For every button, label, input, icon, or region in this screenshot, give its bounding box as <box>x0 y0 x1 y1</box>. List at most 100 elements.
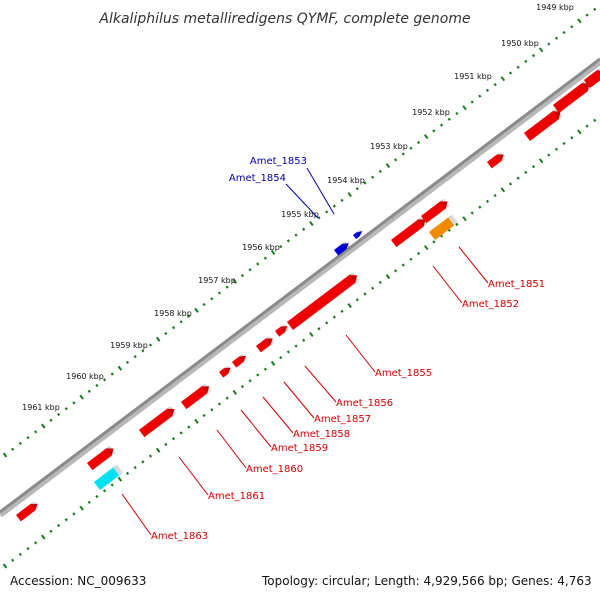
ruler-major-tick <box>385 274 391 280</box>
ruler-minor-tick <box>432 129 436 133</box>
ruler-minor-tick <box>524 59 528 64</box>
ruler-minor-tick <box>263 367 268 371</box>
ruler-major-tick <box>347 303 352 309</box>
gene-feature-Amet_1860 <box>181 383 212 410</box>
ruler-minor-tick <box>593 118 597 122</box>
ruler-minor-tick <box>294 344 298 348</box>
ruler-minor-tick <box>187 314 191 318</box>
ruler-minor-tick <box>49 529 53 533</box>
ruler-minor-tick <box>95 383 99 388</box>
ruler-minor-tick <box>562 30 566 35</box>
ruler-minor-tick <box>508 71 513 75</box>
map-title: Alkaliphilus metalliredigens QYMF, compl… <box>98 11 470 27</box>
kbp-label: 1958 kbp <box>154 309 192 318</box>
ruler-minor-tick <box>478 94 482 98</box>
ruler-minor-tick <box>248 379 252 383</box>
ruler-minor-tick <box>148 454 153 458</box>
ruler-major-tick <box>309 331 314 338</box>
ruler-minor-tick <box>34 430 38 434</box>
ruler-major-tick <box>79 394 84 400</box>
ruler-minor-tick <box>570 25 574 29</box>
inner-ruler <box>2 118 597 569</box>
leader-line <box>458 246 489 284</box>
ruler-minor-tick <box>133 465 137 470</box>
ruler-minor-tick <box>64 518 68 522</box>
kbp-label: 1960 kbp <box>66 372 104 381</box>
ruler-minor-tick <box>240 384 245 389</box>
ruler-minor-tick <box>317 327 321 331</box>
gene-feature-upper-1 <box>87 446 116 471</box>
ruler-minor-tick <box>302 227 306 231</box>
ruler-minor-tick <box>225 285 229 289</box>
ruler-minor-tick <box>371 286 375 290</box>
gene-label-Amet_1861: Amet_1861 <box>208 491 265 502</box>
accession-text: Accession: NC_009633 <box>10 574 147 588</box>
ruler-minor-tick <box>493 193 497 198</box>
kbp-label: 1952 kbp <box>412 108 450 117</box>
leader-line <box>345 334 376 373</box>
ruler-minor-tick <box>416 140 421 145</box>
gene-label-Amet_1860: Amet_1860 <box>246 464 303 475</box>
kbp-label: 1956 kbp <box>242 243 280 252</box>
ruler-minor-tick <box>11 447 15 451</box>
ruler-minor-tick <box>102 489 107 493</box>
ruler-minor-tick <box>409 146 413 150</box>
ruler-minor-tick <box>340 309 344 313</box>
ruler-minor-tick <box>485 199 490 203</box>
ruler-minor-tick <box>26 436 30 440</box>
leader-line <box>178 456 209 496</box>
ruler-major-tick <box>385 163 391 169</box>
ruler-major-tick <box>270 249 276 255</box>
gene-feature-Amet_1857 <box>256 336 275 353</box>
kbp-label: 1949 kbp <box>536 3 574 12</box>
ruler-minor-tick <box>164 331 168 336</box>
ruler-minor-tick <box>593 7 597 11</box>
gene-feature-Amet_1852 <box>391 217 428 248</box>
ruler-minor-tick <box>585 124 589 128</box>
ruler-minor-tick <box>478 205 482 209</box>
ruler-minor-tick <box>26 547 30 551</box>
ruler-minor-tick <box>325 321 329 325</box>
ruler-minor-tick <box>263 256 268 260</box>
ruler-minor-tick <box>378 169 382 174</box>
ruler-minor-tick <box>202 302 206 307</box>
ruler-minor-tick <box>570 136 574 140</box>
ruler-minor-tick <box>317 216 321 220</box>
ruler-minor-tick <box>455 111 459 116</box>
ruler-minor-tick <box>72 401 76 405</box>
ruler-minor-tick <box>355 298 359 302</box>
ruler-minor-tick <box>355 187 359 191</box>
backbone-line <box>0 57 600 514</box>
ruler-major-tick <box>538 47 544 53</box>
ruler-minor-tick <box>562 141 566 146</box>
ruler-minor-tick <box>171 437 176 441</box>
genome-summary-text: Topology: circular; Length: 4,929,566 bp… <box>262 574 592 588</box>
ruler-major-tick <box>577 129 582 135</box>
ruler-minor-tick <box>416 251 421 256</box>
ruler-minor-tick <box>95 494 99 499</box>
ruler-minor-tick <box>225 396 229 400</box>
ruler-minor-tick <box>447 117 451 121</box>
ruler-minor-tick <box>302 338 306 342</box>
gene-feature-Amet_1853 <box>353 230 364 239</box>
leader-line <box>240 409 272 448</box>
ruler-minor-tick <box>524 170 528 175</box>
kbp-label: 1951 kbp <box>454 72 492 81</box>
ruler-minor-tick <box>332 204 336 208</box>
ruler-minor-tick <box>470 211 474 215</box>
ruler-minor-tick <box>11 558 15 562</box>
genome-backbone <box>0 57 600 518</box>
ruler-minor-tick <box>286 350 290 354</box>
ruler-major-tick <box>155 447 161 453</box>
ruler-major-tick <box>194 418 199 424</box>
gene-feature-red-2 <box>421 199 450 224</box>
backbone-shadow <box>0 59 600 518</box>
ruler-minor-tick <box>554 36 559 40</box>
ruler-minor-tick <box>554 147 559 151</box>
ruler-major-tick <box>577 18 582 24</box>
ruler-minor-tick <box>133 354 137 359</box>
ruler-minor-tick <box>102 378 107 382</box>
kbp-label: 1961 kbp <box>22 403 60 412</box>
ruler-minor-tick <box>493 82 497 87</box>
